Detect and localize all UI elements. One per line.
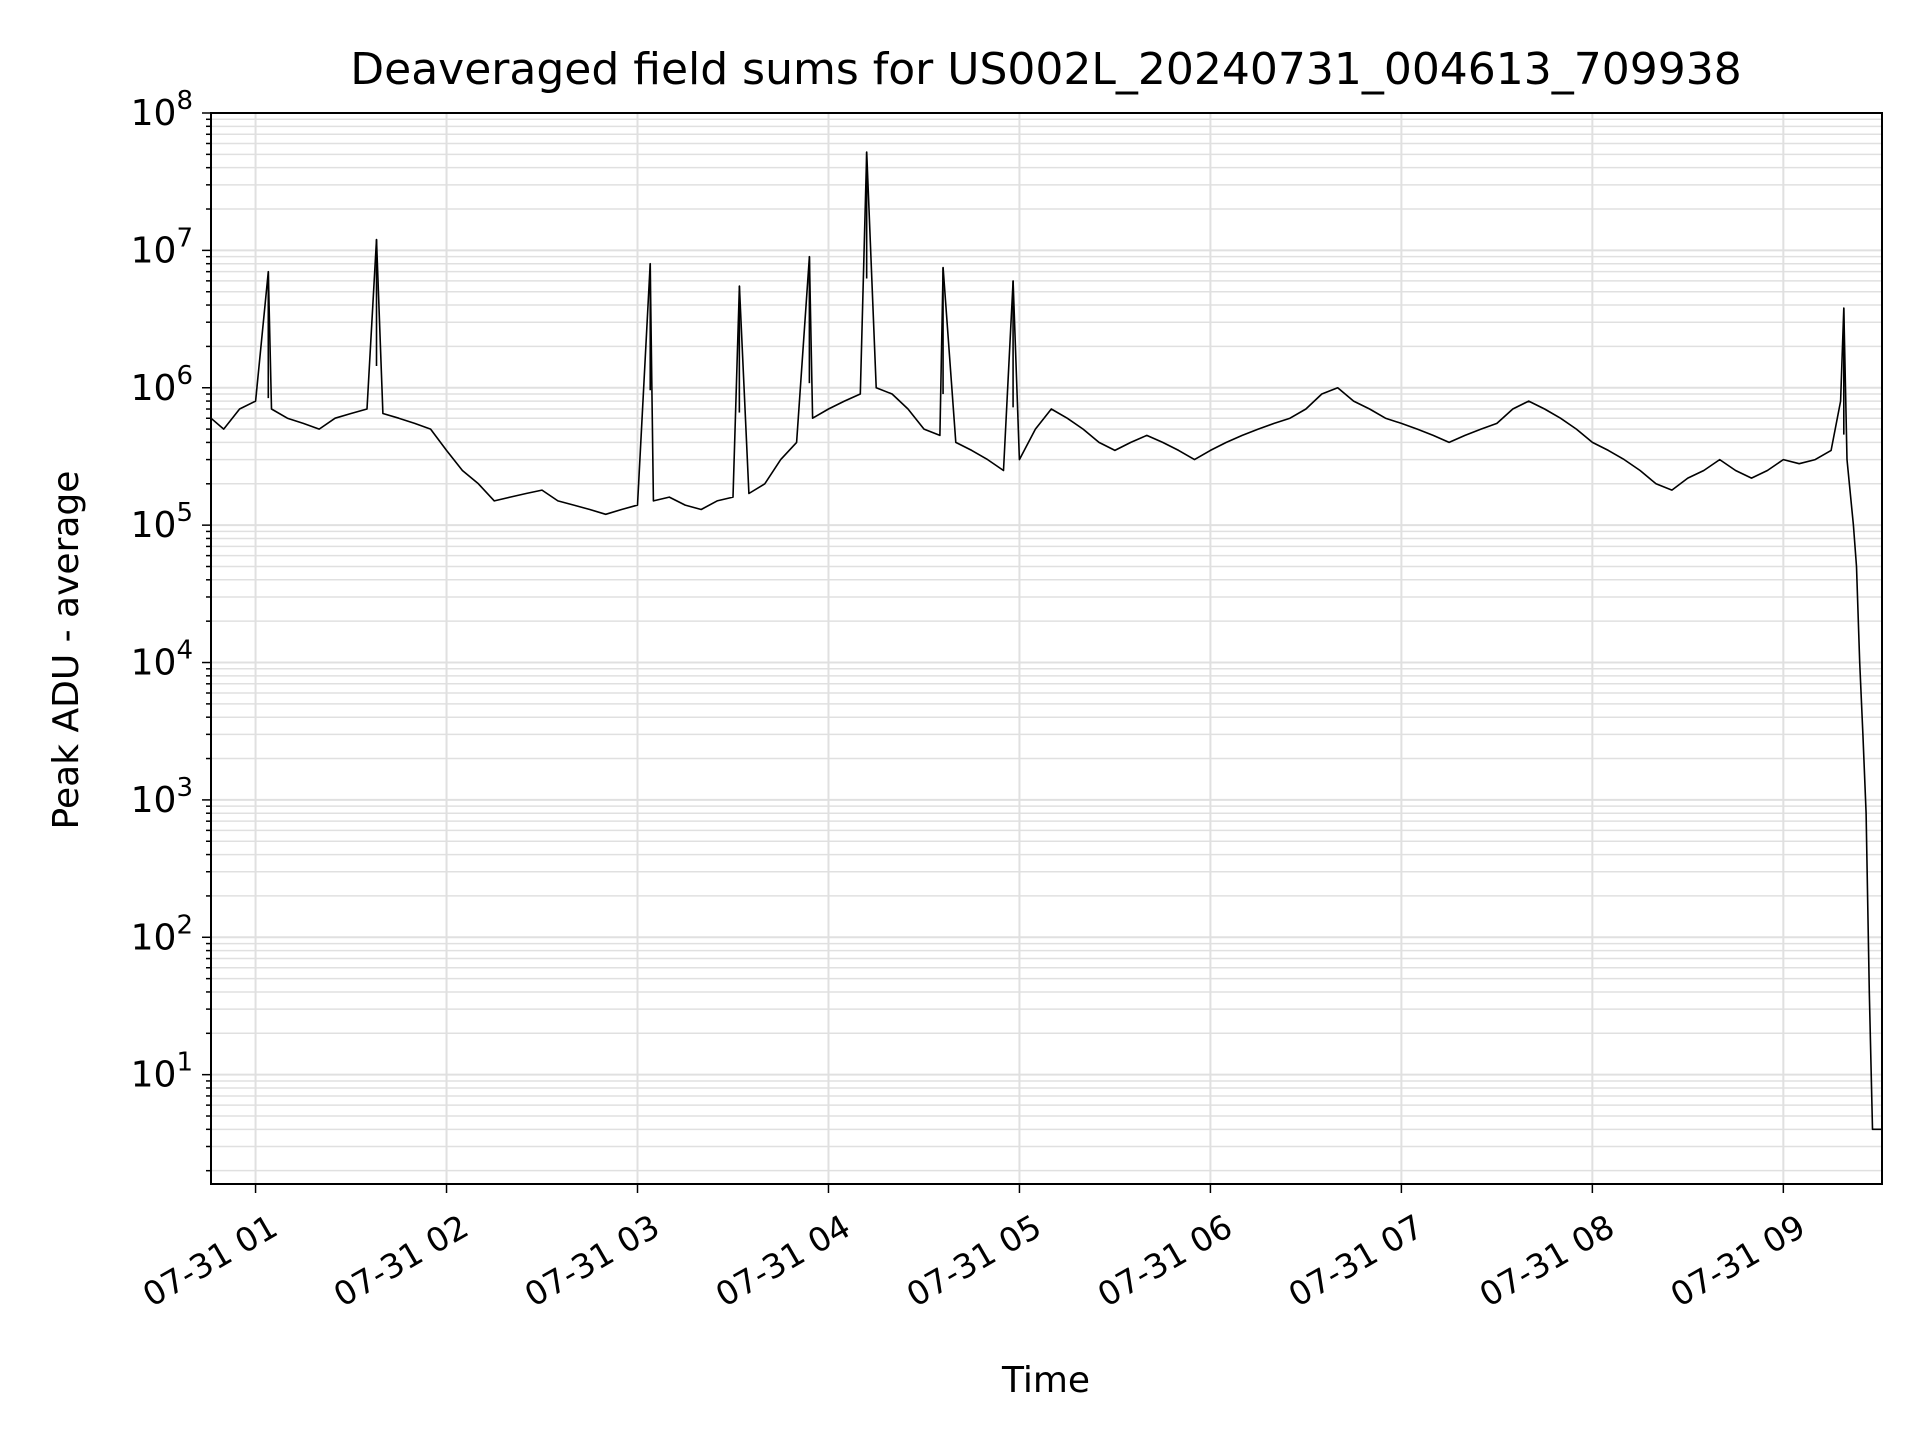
y-tick-exponent: 1 [176, 1048, 193, 1078]
series-line [210, 151, 1882, 1131]
y-tick-base: 10 [131, 917, 177, 958]
y-tick-base: 10 [131, 230, 177, 271]
y-tick-base: 10 [131, 780, 177, 821]
series-layer [210, 151, 1882, 1131]
plot-frame [210, 112, 1883, 1185]
y-tick-base: 10 [131, 368, 177, 409]
chart-title: Deaveraged field sums for US002L_2024073… [350, 44, 1742, 95]
y-tick-exponent: 3 [176, 773, 193, 803]
y-tick-label: 101 [131, 1048, 193, 1096]
y-tick-label: 102 [131, 910, 193, 958]
x-axis-label: Time [1001, 1360, 1090, 1401]
y-tick-label: 108 [131, 86, 193, 134]
grid [211, 112, 1882, 1184]
y-axis-label: Peak ADU - average [46, 471, 87, 830]
y-tick-label: 105 [131, 498, 193, 546]
y-tick-base: 10 [131, 93, 177, 134]
y-tick-exponent: 2 [176, 910, 193, 940]
y-tick-base: 10 [131, 1055, 177, 1096]
y-tick-label: 103 [131, 773, 193, 821]
y-tick-exponent: 4 [176, 636, 193, 666]
y-tick-exponent: 8 [176, 86, 193, 116]
y-tick-label: 107 [131, 223, 193, 271]
y-tick-exponent: 7 [176, 223, 193, 253]
y-tick-base: 10 [131, 505, 177, 546]
y-tick-exponent: 5 [176, 498, 193, 528]
y-tick-label: 106 [131, 361, 193, 409]
y-tick-base: 10 [131, 643, 177, 684]
y-tick-label: 104 [131, 636, 193, 684]
y-tick-exponent: 6 [176, 361, 193, 391]
